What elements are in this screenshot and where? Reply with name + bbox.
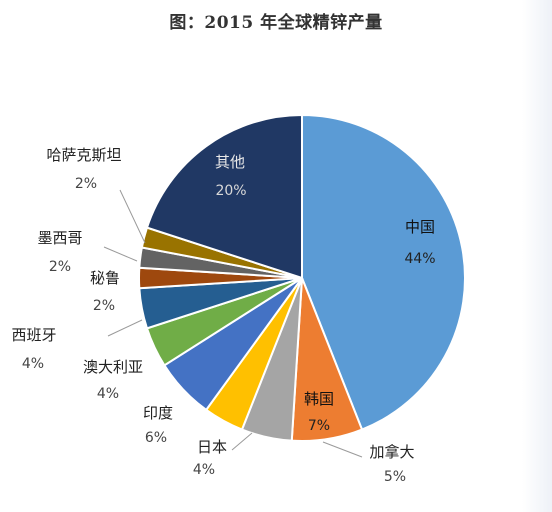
- slice-percent-label: 4%: [97, 386, 119, 402]
- slice-label: 印度: [143, 404, 173, 422]
- pie-slice: [301, 113, 466, 431]
- slice-label: 墨西哥: [37, 229, 82, 247]
- slice-percent-label: 20%: [215, 183, 246, 199]
- chart-title: 图：2015 年全球精锌产量: [169, 13, 383, 33]
- slice-label: 哈萨克斯坦: [46, 146, 121, 164]
- slice-label: 秘鲁: [90, 269, 120, 287]
- slice-percent-label: 2%: [75, 176, 97, 192]
- slice-percent-label: 4%: [22, 356, 44, 372]
- slice-label: 韩国: [304, 390, 334, 408]
- slice-percent-label: 2%: [49, 259, 71, 275]
- slice-percent-label: 7%: [308, 418, 330, 434]
- slice-percent-label: 2%: [93, 298, 115, 314]
- slice-label: 西班牙: [11, 326, 56, 344]
- slice-label: 其他: [215, 153, 245, 171]
- slice-label: 澳大利亚: [83, 358, 143, 376]
- leader-line: [119, 189, 146, 244]
- slice-label: 中国: [405, 218, 435, 236]
- slice-label: 加拿大: [369, 443, 414, 461]
- slice-percent-label: 5%: [384, 469, 406, 485]
- leader-line: [231, 432, 253, 451]
- pie-slice: [145, 113, 303, 280]
- leader-line: [103, 246, 138, 262]
- slice-percent-label: 6%: [145, 430, 167, 446]
- background-edge: [522, 0, 552, 512]
- slice-label: 日本: [197, 438, 227, 456]
- leader-line: [107, 319, 143, 337]
- slice-percent-label: 44%: [404, 251, 435, 267]
- slice-percent-label: 4%: [193, 462, 215, 478]
- leader-line: [322, 441, 363, 458]
